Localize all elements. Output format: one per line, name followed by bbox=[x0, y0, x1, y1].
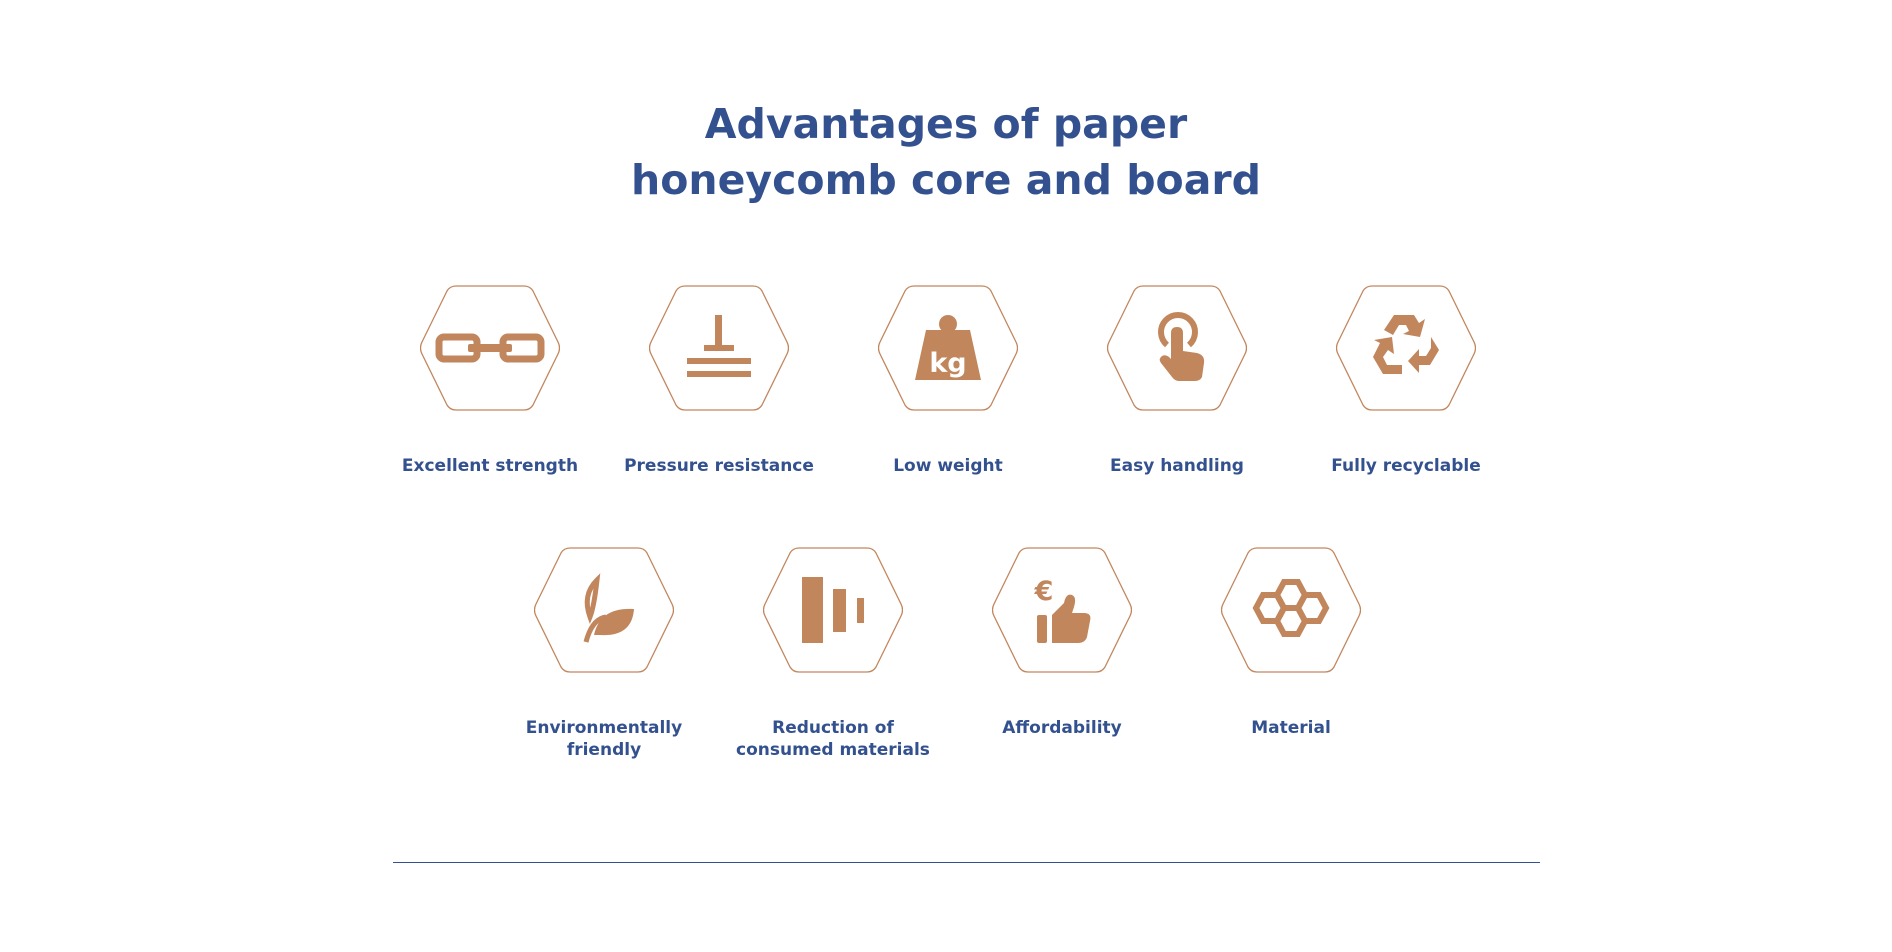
feature-label: Environmentally friendly bbox=[525, 718, 683, 760]
reduction-bars-icon bbox=[763, 547, 903, 673]
feature-environmentally-friendly: Environmentally friendly bbox=[489, 547, 719, 761]
divider-line bbox=[393, 862, 1540, 863]
feature-label: Material bbox=[1251, 718, 1331, 738]
page-title: Advantages of paper honeycomb core and b… bbox=[0, 96, 1892, 208]
feature-material: Material bbox=[1176, 547, 1406, 739]
feature-label: Excellent strength bbox=[401, 456, 579, 476]
feature-label: Pressure resistance bbox=[624, 456, 814, 476]
feature-easy-handling: Easy handling bbox=[1062, 285, 1292, 477]
page-title-line-2: honeycomb core and board bbox=[631, 156, 1261, 204]
feature-low-weight: kg Low weight bbox=[833, 285, 1063, 477]
feature-reduction-of-consumed-materials: Reduction of consumed materials bbox=[718, 547, 948, 761]
feature-label: Reduction of consumed materials bbox=[736, 718, 930, 760]
hand-pointer-icon bbox=[1107, 285, 1247, 411]
euro-symbol: € bbox=[1034, 576, 1054, 607]
feature-affordability: € Affordability bbox=[947, 547, 1177, 739]
feature-fully-recyclable: Fully recyclable bbox=[1291, 285, 1521, 477]
feature-excellent-strength: Excellent strength bbox=[375, 285, 605, 477]
leaf-icon bbox=[534, 547, 674, 673]
honeycomb-icon bbox=[1221, 547, 1361, 673]
page-title-line-1: Advantages of paper bbox=[704, 100, 1188, 148]
kg-weight-icon: kg bbox=[878, 285, 1018, 411]
kg-label: kg bbox=[929, 348, 966, 379]
chain-link-icon bbox=[420, 285, 560, 411]
feature-pressure-resistance: Pressure resistance bbox=[604, 285, 834, 477]
recycle-icon bbox=[1336, 285, 1476, 411]
euro-thumbs-up-icon: € bbox=[992, 547, 1132, 673]
pressure-icon bbox=[649, 285, 789, 411]
feature-label: Low weight bbox=[893, 456, 1003, 476]
feature-label: Easy handling bbox=[1110, 456, 1244, 476]
feature-label: Affordability bbox=[1002, 718, 1122, 738]
feature-label: Fully recyclable bbox=[1331, 456, 1481, 476]
